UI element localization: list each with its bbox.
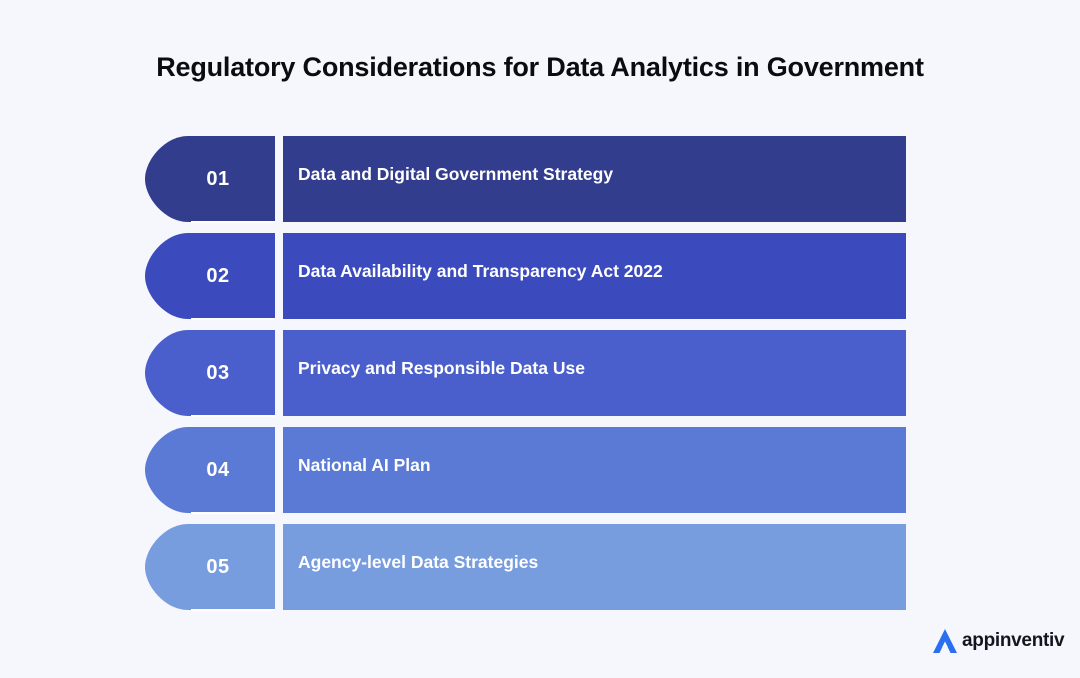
item-label: National AI Plan: [298, 455, 431, 475]
item-bar: Data Availability and Transparency Act 2…: [283, 233, 906, 319]
item-label: Agency-level Data Strategies: [298, 552, 539, 572]
list-item: 03 Privacy and Responsible Data Use: [143, 330, 906, 417]
page-title: Regulatory Considerations for Data Analy…: [156, 52, 924, 82]
tab-shape: [145, 136, 275, 223]
tab-shape: [145, 233, 275, 320]
item-number: 03: [206, 362, 230, 384]
item-bar: Agency-level Data Strategies: [283, 524, 906, 610]
item-number: 05: [206, 556, 230, 578]
tab-shape: [145, 427, 275, 514]
item-bar: Data and Digital Government Strategy: [283, 136, 906, 222]
item-bar: National AI Plan: [283, 427, 906, 513]
item-number: 04: [206, 459, 230, 481]
brand-name: appinventiv: [962, 630, 1065, 651]
number-tab: 01: [143, 136, 277, 223]
list-item: 05 Agency-level Data Strategies: [143, 524, 906, 611]
item-label: Privacy and Responsible Data Use: [298, 358, 585, 378]
item-label: Data Availability and Transparency Act 2…: [298, 261, 663, 281]
number-tab: 03: [143, 330, 277, 417]
list-item: 02 Data Availability and Transparency Ac…: [143, 233, 906, 320]
item-number: 02: [206, 265, 230, 287]
number-tab: 04: [143, 427, 277, 514]
list-item: 04 National AI Plan: [143, 427, 906, 514]
number-tab: 05: [143, 524, 277, 611]
tab-shape: [145, 330, 275, 417]
list-item: 01 Data and Digital Government Strategy: [143, 136, 906, 223]
number-tab: 02: [143, 233, 277, 320]
item-label: Data and Digital Government Strategy: [298, 164, 614, 184]
item-number: 01: [206, 168, 230, 190]
tab-shape: [145, 524, 275, 611]
appinventiv-logo-icon: [933, 629, 957, 653]
brand-logo: appinventiv: [931, 626, 1065, 656]
item-bar: Privacy and Responsible Data Use: [283, 330, 906, 416]
